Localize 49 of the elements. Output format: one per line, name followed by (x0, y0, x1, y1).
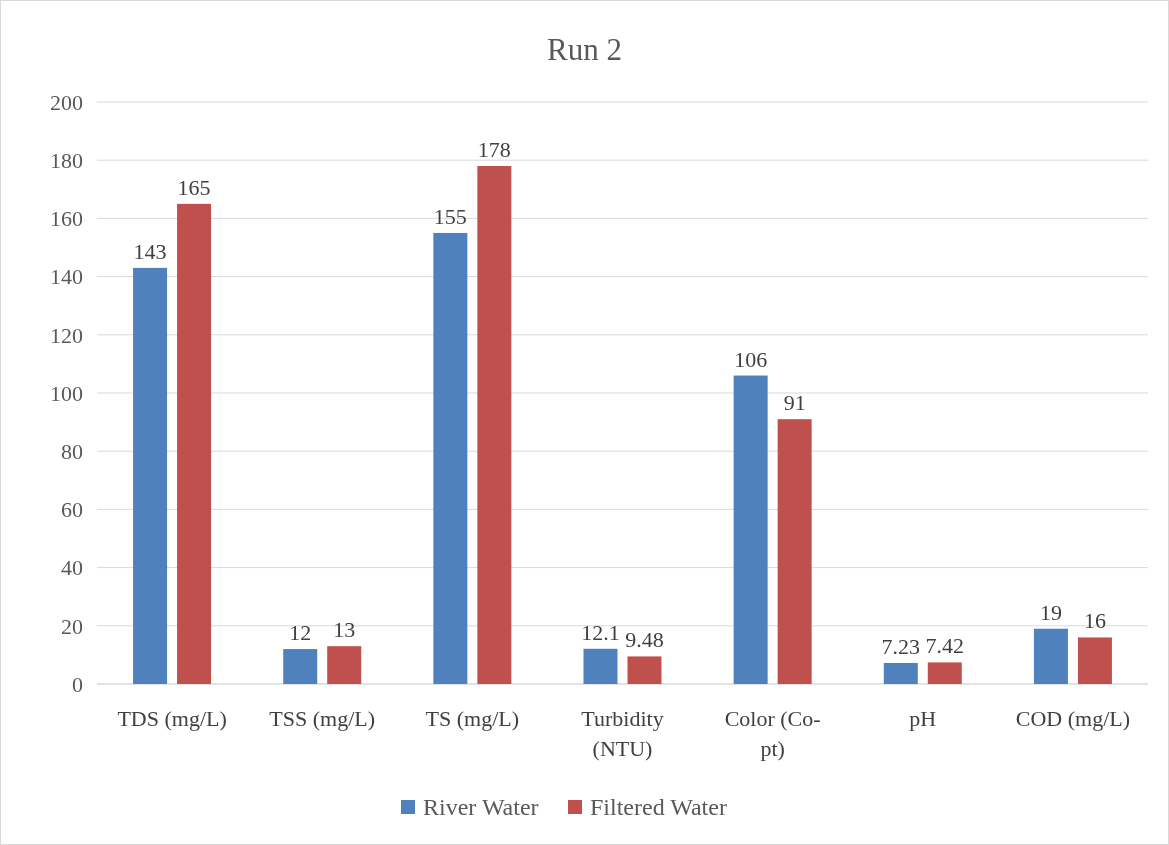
data-label: 7.23 (881, 633, 921, 659)
bar (433, 232, 468, 684)
x-tick-label: TDS (mg/L) (117, 706, 227, 731)
x-tick-label: TS (mg/L) (425, 706, 520, 731)
x-tick-label: TSS (mg/L) (269, 706, 376, 731)
bar (177, 203, 212, 684)
data-label: 178 (477, 137, 511, 163)
bar (627, 656, 662, 684)
data-label: 19 (1039, 599, 1062, 625)
legend-label: River Water (423, 794, 539, 821)
y-tick-label: 80 (61, 438, 83, 464)
data-label: 13 (333, 617, 356, 643)
x-tick-label: COD (mg/L) (1015, 706, 1131, 731)
bar (733, 375, 768, 684)
data-label: 12.1 (581, 619, 620, 645)
data-label: 106 (734, 346, 768, 372)
bar (883, 662, 918, 684)
y-tick-label: 160 (50, 206, 83, 232)
data-label: 155 (433, 203, 467, 229)
data-label: 16 (1083, 608, 1106, 634)
data-label: 7.42 (925, 633, 965, 659)
y-tick-label: 20 (61, 613, 83, 639)
legend-label: Filtered Water (590, 794, 727, 821)
y-tick-label: 120 (50, 322, 83, 348)
y-tick-label: 200 (50, 89, 83, 115)
bar (133, 267, 168, 684)
data-label: 91 (783, 390, 806, 416)
bar (1033, 628, 1068, 684)
data-label: 12 (289, 620, 312, 646)
y-tick-label: 180 (50, 147, 83, 173)
data-label: 143 (133, 238, 167, 264)
data-label: 165 (177, 174, 211, 200)
x-tick-label: pH (909, 706, 937, 731)
y-tick-label: 60 (61, 497, 83, 523)
data-label: 9.48 (625, 627, 664, 653)
bar (777, 419, 812, 684)
bar (583, 648, 618, 684)
y-tick-label: 100 (50, 380, 83, 406)
y-tick-label: 140 (50, 264, 83, 290)
bar (283, 649, 318, 684)
bar (477, 166, 512, 684)
bar (927, 662, 962, 684)
bar (1077, 637, 1112, 684)
chart-title: Run 2 (547, 32, 622, 67)
x-tick-label: Turbidity (NTU) (581, 706, 664, 761)
bar (327, 646, 362, 684)
x-tick-label: Color (Co-pt) (724, 706, 821, 761)
y-tick-label: 0 (72, 671, 83, 697)
y-tick-label: 40 (61, 555, 83, 581)
